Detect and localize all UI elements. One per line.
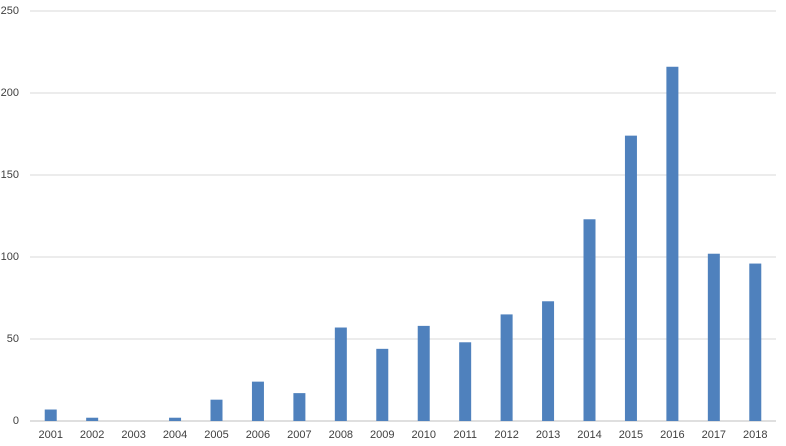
x-tick-label: 2017 [702,429,726,441]
bar [583,219,596,421]
y-tick-label: 200 [1,87,19,99]
bar [334,327,347,421]
x-tick-label: 2018 [743,429,767,441]
x-tick-label: 2002 [80,429,104,441]
y-tick-label: 50 [7,333,19,345]
bar [666,66,679,421]
bar [169,417,182,421]
x-tick-label: 2001 [38,429,62,441]
x-tick-label: 2007 [287,429,311,441]
bar [210,399,223,421]
y-tick-label: 250 [1,5,19,17]
x-tick-label: 2003 [121,429,145,441]
bar [86,417,99,421]
x-tick-label: 2008 [329,429,353,441]
bar [376,348,389,421]
bar [624,135,637,421]
y-tick-label: 100 [1,251,19,263]
y-tick-label: 0 [13,415,19,427]
bar [44,409,57,421]
bar [542,301,555,421]
bar [293,393,306,421]
x-tick-label: 2015 [619,429,643,441]
x-tick-label: 2014 [577,429,601,441]
bar [251,381,264,421]
bar [417,325,430,421]
x-tick-label: 2004 [163,429,187,441]
x-tick-label: 2009 [370,429,394,441]
x-tick-label: 2011 [453,429,477,441]
x-tick-label: 2010 [411,429,435,441]
bar [500,314,513,421]
bar [459,342,472,421]
x-tick-label: 2013 [536,429,560,441]
x-tick-label: 2016 [660,429,684,441]
bar [707,253,720,421]
x-tick-label: 2012 [494,429,518,441]
y-tick-label: 150 [1,169,19,181]
x-tick-label: 2006 [246,429,270,441]
x-tick-label: 2005 [204,429,228,441]
bar [749,263,762,421]
